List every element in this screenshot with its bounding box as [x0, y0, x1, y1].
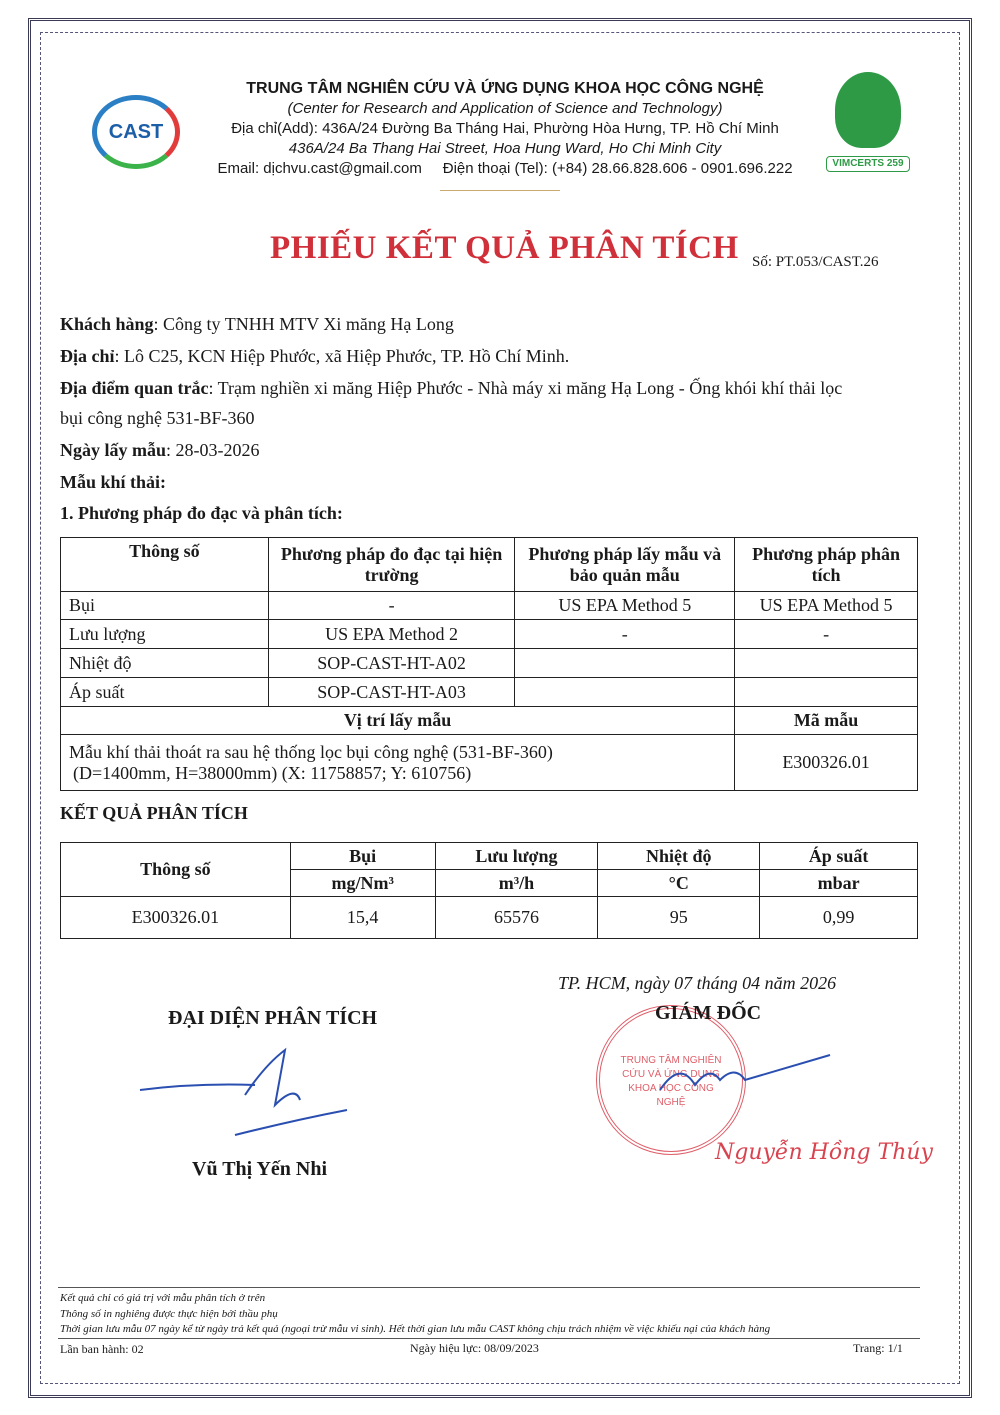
- analyst-name: Vũ Thị Yến Nhi: [192, 1158, 328, 1180]
- effective-date: Ngày hiệu lực: 08/09/2023: [410, 1341, 539, 1355]
- address: Địa chỉ(Add): 436A/24 Đường Ba Tháng Hai…: [231, 120, 779, 137]
- table-row: Nhiệt độ SOP-CAST-HT-A02: [60, 648, 918, 678]
- table-row: Áp suất SOP-CAST-HT-A03: [60, 677, 918, 707]
- decorative-border: [28, 18, 972, 1398]
- section-results-title: KẾT QUẢ PHÂN TÍCH: [60, 803, 248, 823]
- location-header-row: Vị trí lấy mẫu Mã mẫu: [59, 706, 918, 735]
- sampling-date: Ngày lấy mẫu: 28-03-2026: [60, 440, 260, 460]
- table-row: Bụi - US EPA Method 5 US EPA Method 5: [60, 591, 918, 620]
- analyst-title: ĐẠI DIỆN PHÂN TÍCH: [168, 1007, 378, 1029]
- document-title: PHIẾU KẾT QUẢ PHÂN TÍCH: [270, 230, 739, 266]
- location-row: Mẫu khí thải thoát ra sau hệ thống lọc b…: [59, 734, 918, 791]
- footer-note: Kết quả chỉ có giá trị với mẫu phân tích…: [60, 1292, 266, 1304]
- footer-note: Thời gian lưu mẫu 07 ngày kể từ ngày trả…: [60, 1323, 771, 1335]
- results-table: Thông số Bụi Lưu lượng Nhiệt độ Áp suất mg/…: [60, 842, 918, 939]
- footer-note: Thông số in nghiêng được thực hiện bởi t…: [60, 1308, 278, 1320]
- decorative-border-inner: [40, 32, 960, 1384]
- director-name: Nguyễn Hồng Thúy: [715, 1140, 933, 1165]
- director-title: GIÁM ĐỐC: [655, 1002, 762, 1024]
- methods-table: Thông số Phương pháp đo đạc tại hiện trư…: [59, 537, 918, 791]
- cast-logo: CAST: [92, 95, 180, 169]
- footer-divider: [58, 1338, 920, 1339]
- ornament-divider: [440, 190, 560, 191]
- monitoring-location-cont: bụi công nghệ 531-BF-360: [60, 408, 255, 428]
- vimcerts-logo: [835, 72, 901, 148]
- analyst-signature: [139, 1047, 348, 1136]
- table-row: Lưu lượng US EPA Method 2--: [60, 619, 918, 649]
- document-number: Số: PT.053/CAST.26: [752, 254, 879, 270]
- customer-address: Địa chỉ: Lô C25, KCN Hiệp Phước, xã Hiệp…: [60, 346, 570, 366]
- contact: Email: dịchvu.cast@gmail.com Điện thoại …: [217, 160, 793, 177]
- table-row: E300326.01 15,4 65576 95 0,99: [60, 896, 918, 939]
- vimcerts-label: VIMCERTS 259: [826, 156, 910, 172]
- section-methods-title: 1. Phương pháp đo đạc và phân tích:: [60, 503, 343, 523]
- director-signature: [659, 1054, 831, 1091]
- edition: Lần ban hành: 02: [60, 1342, 144, 1356]
- footer-divider: [58, 1287, 920, 1288]
- org-name-en: (Center for Research and Application of …: [287, 100, 723, 117]
- table-header-row: Thông số Phương pháp đo đạc tại hiện trư…: [60, 537, 918, 592]
- page-number: Trang: 1/1: [853, 1341, 903, 1355]
- issue-date: TP. HCM, ngày 07 tháng 04 năm 2026: [558, 973, 837, 993]
- address-en: 436A/24 Ba Thang Hai Street, Hoa Hung Wa…: [288, 140, 722, 157]
- org-name: TRUNG TÂM NGHIÊN CỨU VÀ ỨNG DỤNG KHOA HỌ…: [246, 80, 764, 97]
- customer: Khách hàng: Công ty TNHH MTV Xi măng Hạ …: [60, 314, 454, 334]
- sample-type: Mẫu khí thải:: [60, 472, 167, 492]
- monitoring-location: Địa điểm quan trắc: Trạm nghiền xi măng …: [60, 378, 843, 398]
